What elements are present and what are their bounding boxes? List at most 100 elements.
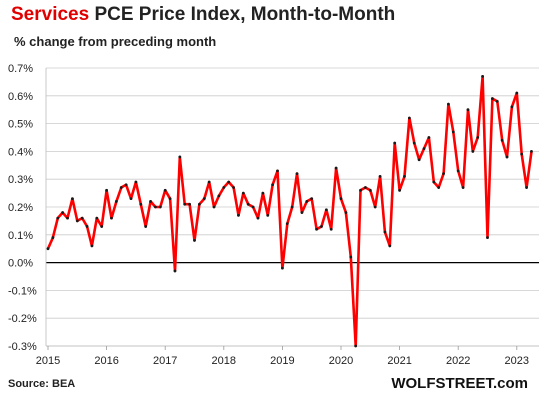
data-point	[388, 244, 392, 248]
data-point	[144, 225, 148, 228]
data-point	[271, 183, 275, 187]
data-point	[119, 186, 123, 189]
chart-subtitle: % change from preceding month	[14, 34, 217, 49]
data-point	[124, 183, 128, 187]
x-tick-label: 2022	[446, 355, 470, 367]
y-tick-label: 0.4%	[8, 146, 33, 158]
data-point	[46, 247, 50, 251]
data-point	[95, 216, 99, 220]
y-tick-label: -0.2%	[8, 313, 37, 325]
y-tick-label: 0.1%	[8, 230, 33, 242]
data-point	[110, 216, 113, 220]
data-point	[266, 213, 270, 217]
data-point	[339, 197, 343, 201]
data-point	[471, 150, 475, 153]
data-point	[163, 188, 167, 192]
data-point	[295, 172, 299, 176]
data-point	[256, 216, 260, 220]
data-point	[461, 186, 465, 189]
series-line	[46, 75, 533, 348]
data-point	[241, 191, 245, 195]
axes	[45, 68, 539, 350]
data-point	[285, 222, 289, 226]
data-point	[334, 166, 338, 170]
gridlines	[46, 67, 539, 347]
data-point	[154, 205, 157, 209]
chart-title-rest: PCE Price Index, Month-to-Month	[89, 4, 396, 25]
data-point	[486, 236, 489, 239]
data-point	[80, 216, 84, 220]
data-point	[364, 186, 367, 189]
data-point	[368, 188, 372, 192]
data-point	[310, 197, 314, 201]
data-point	[188, 202, 192, 206]
data-point	[432, 180, 436, 184]
data-point	[515, 91, 519, 95]
data-point	[359, 188, 362, 192]
y-tick-label: 0.6%	[8, 91, 33, 103]
data-point	[217, 194, 221, 198]
data-point	[61, 211, 65, 214]
brand-logo-text: WOLFSTREET.com	[391, 375, 528, 392]
series	[46, 74, 533, 348]
data-point	[149, 200, 152, 203]
data-point	[354, 344, 358, 348]
tick-labels: 0.7% 0.6% 0.5% 0.4% 0.3% 0.2% 0.1% 0.0% -0.1% -0.…	[8, 63, 529, 367]
data-point	[378, 175, 382, 178]
data-point	[173, 269, 177, 273]
data-point	[451, 130, 455, 134]
y-tick-label: 0.7%	[8, 63, 33, 75]
x-tick-label: 2023	[505, 355, 529, 367]
data-point	[183, 202, 187, 206]
data-point	[393, 141, 397, 145]
data-point	[193, 238, 196, 242]
data-point	[281, 266, 284, 270]
source-note: Source: BEA	[8, 378, 76, 390]
data-point	[412, 141, 416, 145]
data-point	[500, 138, 504, 142]
data-point	[227, 180, 231, 184]
data-point	[66, 216, 69, 220]
data-point	[315, 227, 318, 231]
data-point	[505, 155, 509, 159]
data-point	[261, 191, 265, 195]
data-point	[520, 152, 524, 156]
data-point	[456, 169, 460, 173]
x-tick-label: 2019	[270, 355, 294, 367]
data-point	[383, 230, 387, 234]
data-point	[56, 216, 60, 220]
data-point	[300, 211, 304, 214]
data-point	[276, 169, 279, 173]
data-point	[105, 188, 108, 192]
data-point	[349, 255, 353, 259]
data-point	[51, 236, 55, 239]
data-point	[417, 158, 421, 162]
data-point	[490, 97, 494, 100]
x-tick-label: 2021	[387, 355, 411, 367]
data-point	[305, 200, 309, 203]
x-tick-label: 2020	[329, 355, 353, 367]
data-point	[85, 225, 89, 228]
data-point	[290, 205, 294, 209]
x-tick-label: 2017	[153, 355, 177, 367]
data-point	[442, 172, 445, 176]
data-point	[212, 205, 216, 209]
x-tick-label: 2016	[94, 355, 118, 367]
y-tick-label: 0.2%	[8, 202, 33, 214]
data-point	[344, 211, 348, 214]
data-point	[525, 186, 528, 189]
data-point	[476, 136, 480, 139]
y-tick-label: -0.3%	[8, 341, 37, 353]
y-tick-label: 0.3%	[8, 174, 33, 186]
chart-title-accent: Services	[11, 4, 90, 25]
y-tick-label: 0.0%	[8, 258, 33, 270]
data-point	[207, 180, 211, 184]
data-point	[100, 225, 104, 228]
data-point	[398, 188, 401, 192]
x-tick-label: 2015	[36, 355, 60, 367]
y-tick-label: -0.1%	[8, 285, 37, 297]
data-point	[427, 136, 431, 139]
data-point	[251, 205, 255, 209]
data-point	[75, 219, 79, 223]
data-point	[495, 99, 499, 103]
